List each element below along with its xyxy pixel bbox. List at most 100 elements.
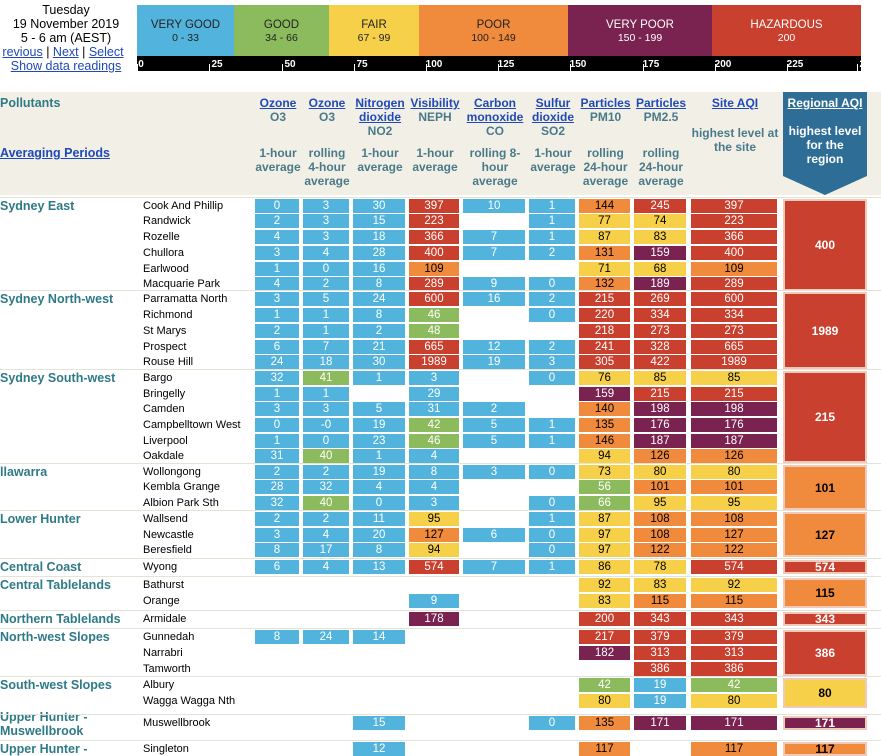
- value-cell: 24: [303, 630, 349, 644]
- site-name: Richmond: [143, 309, 193, 321]
- show-data-readings-link[interactable]: Show data readings: [10, 59, 122, 73]
- column-header-so2: Sulfur dioxide SO2: [529, 96, 577, 138]
- pollutant-link[interactable]: Nitrogen dioxide: [355, 96, 405, 124]
- pollutant-link[interactable]: Ozone: [308, 96, 346, 110]
- value-cell: 30: [353, 199, 405, 213]
- value-cell: 3: [303, 199, 349, 213]
- legend-range: 0 - 33: [172, 32, 199, 44]
- value-cell: 7: [303, 340, 349, 354]
- value-cell: 7: [463, 246, 525, 260]
- site-name: Kembla Grange: [143, 481, 221, 493]
- value-cell: 176: [691, 418, 777, 432]
- value-cell: 32: [255, 496, 299, 510]
- value-cell: 313: [691, 646, 777, 660]
- pollutant-link[interactable]: Ozone: [259, 96, 297, 110]
- scale-tick: [570, 64, 571, 71]
- value-cell: 46: [409, 308, 459, 322]
- scale-tick: [426, 64, 427, 71]
- value-cell: 108: [634, 512, 686, 526]
- value-cell: 5: [463, 434, 525, 448]
- site-name: St Marys: [143, 325, 187, 337]
- region-separator: [0, 576, 881, 577]
- pollutant-link[interactable]: Carbon monoxide: [466, 96, 524, 124]
- site-name: Rouse Hill: [143, 356, 194, 368]
- value-cell: 7: [463, 560, 525, 574]
- value-cell: 0: [529, 465, 575, 479]
- pollutant-link[interactable]: Particles: [635, 96, 687, 110]
- site-name: Parramatta North: [143, 293, 228, 305]
- value-cell: 313: [634, 646, 686, 660]
- select-link[interactable]: Select: [88, 45, 124, 59]
- value-cell: 31: [255, 449, 299, 463]
- pollutants-label: Pollutants: [0, 96, 61, 110]
- value-cell: 386: [634, 662, 686, 676]
- date-label: 19 November 2019: [12, 17, 120, 31]
- value-cell: 2: [529, 292, 575, 306]
- value-cell: 4: [303, 560, 349, 574]
- regional-aqi-link[interactable]: Regional AQI: [787, 96, 863, 110]
- value-cell: 94: [579, 449, 630, 463]
- averaging-periods-link[interactable]: Averaging Periods: [0, 146, 110, 160]
- value-cell: 289: [691, 277, 777, 291]
- pollutant-link[interactable]: Particles: [580, 96, 631, 110]
- value-cell: 3: [409, 496, 459, 510]
- value-cell: 127: [691, 528, 777, 542]
- legend-range: 34 - 66: [265, 32, 298, 44]
- site-name: Wagga Wagga Nth: [143, 695, 236, 707]
- value-cell: 366: [691, 230, 777, 244]
- site-name: Cook And Phillip: [143, 200, 224, 212]
- legend-label: HAZARDOUS: [750, 19, 823, 31]
- region-separator: [0, 463, 881, 464]
- site-name: Oakdale: [143, 450, 184, 462]
- site-name: Bargo: [143, 372, 173, 384]
- value-cell: 18: [353, 230, 405, 244]
- site-name: Beresfield: [143, 544, 192, 556]
- legend-label: VERY POOR: [606, 19, 674, 31]
- regional-aqi-value: 574: [783, 560, 867, 574]
- value-cell: 17: [303, 543, 349, 557]
- legend-fair: FAIR 67 - 99: [329, 5, 419, 57]
- value-cell: 1989: [691, 355, 777, 369]
- value-cell: 386: [691, 662, 777, 676]
- value-cell: 115: [634, 594, 686, 608]
- pollutant-link[interactable]: Site AQI: [711, 96, 759, 110]
- value-cell: 95: [691, 496, 777, 510]
- value-cell: 80: [634, 465, 686, 479]
- pollutant-link[interactable]: Sulfur dioxide: [531, 96, 574, 124]
- value-cell: 19: [634, 694, 686, 708]
- column-header-site-aqi: Site AQI: [691, 96, 779, 110]
- site-name: Macquarie Park: [143, 278, 221, 290]
- value-cell: 76: [579, 371, 630, 385]
- value-cell: 40: [303, 449, 349, 463]
- value-cell: 665: [691, 340, 777, 354]
- value-cell: 87: [579, 230, 630, 244]
- region-separator: [0, 740, 881, 741]
- value-cell: 95: [634, 496, 686, 510]
- region-separator: [0, 676, 881, 677]
- value-cell: 97: [579, 528, 630, 542]
- value-cell: 32: [255, 371, 299, 385]
- region-name: llawarra: [0, 465, 48, 479]
- scale-tick: [209, 64, 210, 71]
- pollutant-code: O3: [318, 110, 335, 124]
- site-name: Wollongong: [143, 466, 201, 478]
- regional-aqi-desc: highest level for the region: [788, 124, 862, 166]
- value-cell: 187: [691, 434, 777, 448]
- value-cell: 32: [303, 480, 349, 494]
- next-link[interactable]: Next: [52, 45, 79, 59]
- value-cell: 4: [409, 480, 459, 494]
- time-label: 5 - 6 am (AEST): [20, 31, 112, 45]
- scale-label: 25: [859, 59, 871, 70]
- regional-aqi-value: 343: [783, 612, 867, 626]
- value-cell: 48: [409, 324, 459, 338]
- value-cell: 2: [255, 465, 299, 479]
- scale-label: 125: [497, 59, 515, 70]
- site-name: Randwick: [143, 215, 191, 227]
- pollutant-link[interactable]: Visibility: [410, 96, 460, 110]
- previous-link[interactable]: revious: [2, 45, 43, 59]
- value-cell: 42: [691, 678, 777, 692]
- region-name: Sydney North-west: [0, 292, 114, 306]
- value-cell: 24: [353, 292, 405, 306]
- value-cell: 126: [634, 449, 686, 463]
- value-cell: 273: [691, 324, 777, 338]
